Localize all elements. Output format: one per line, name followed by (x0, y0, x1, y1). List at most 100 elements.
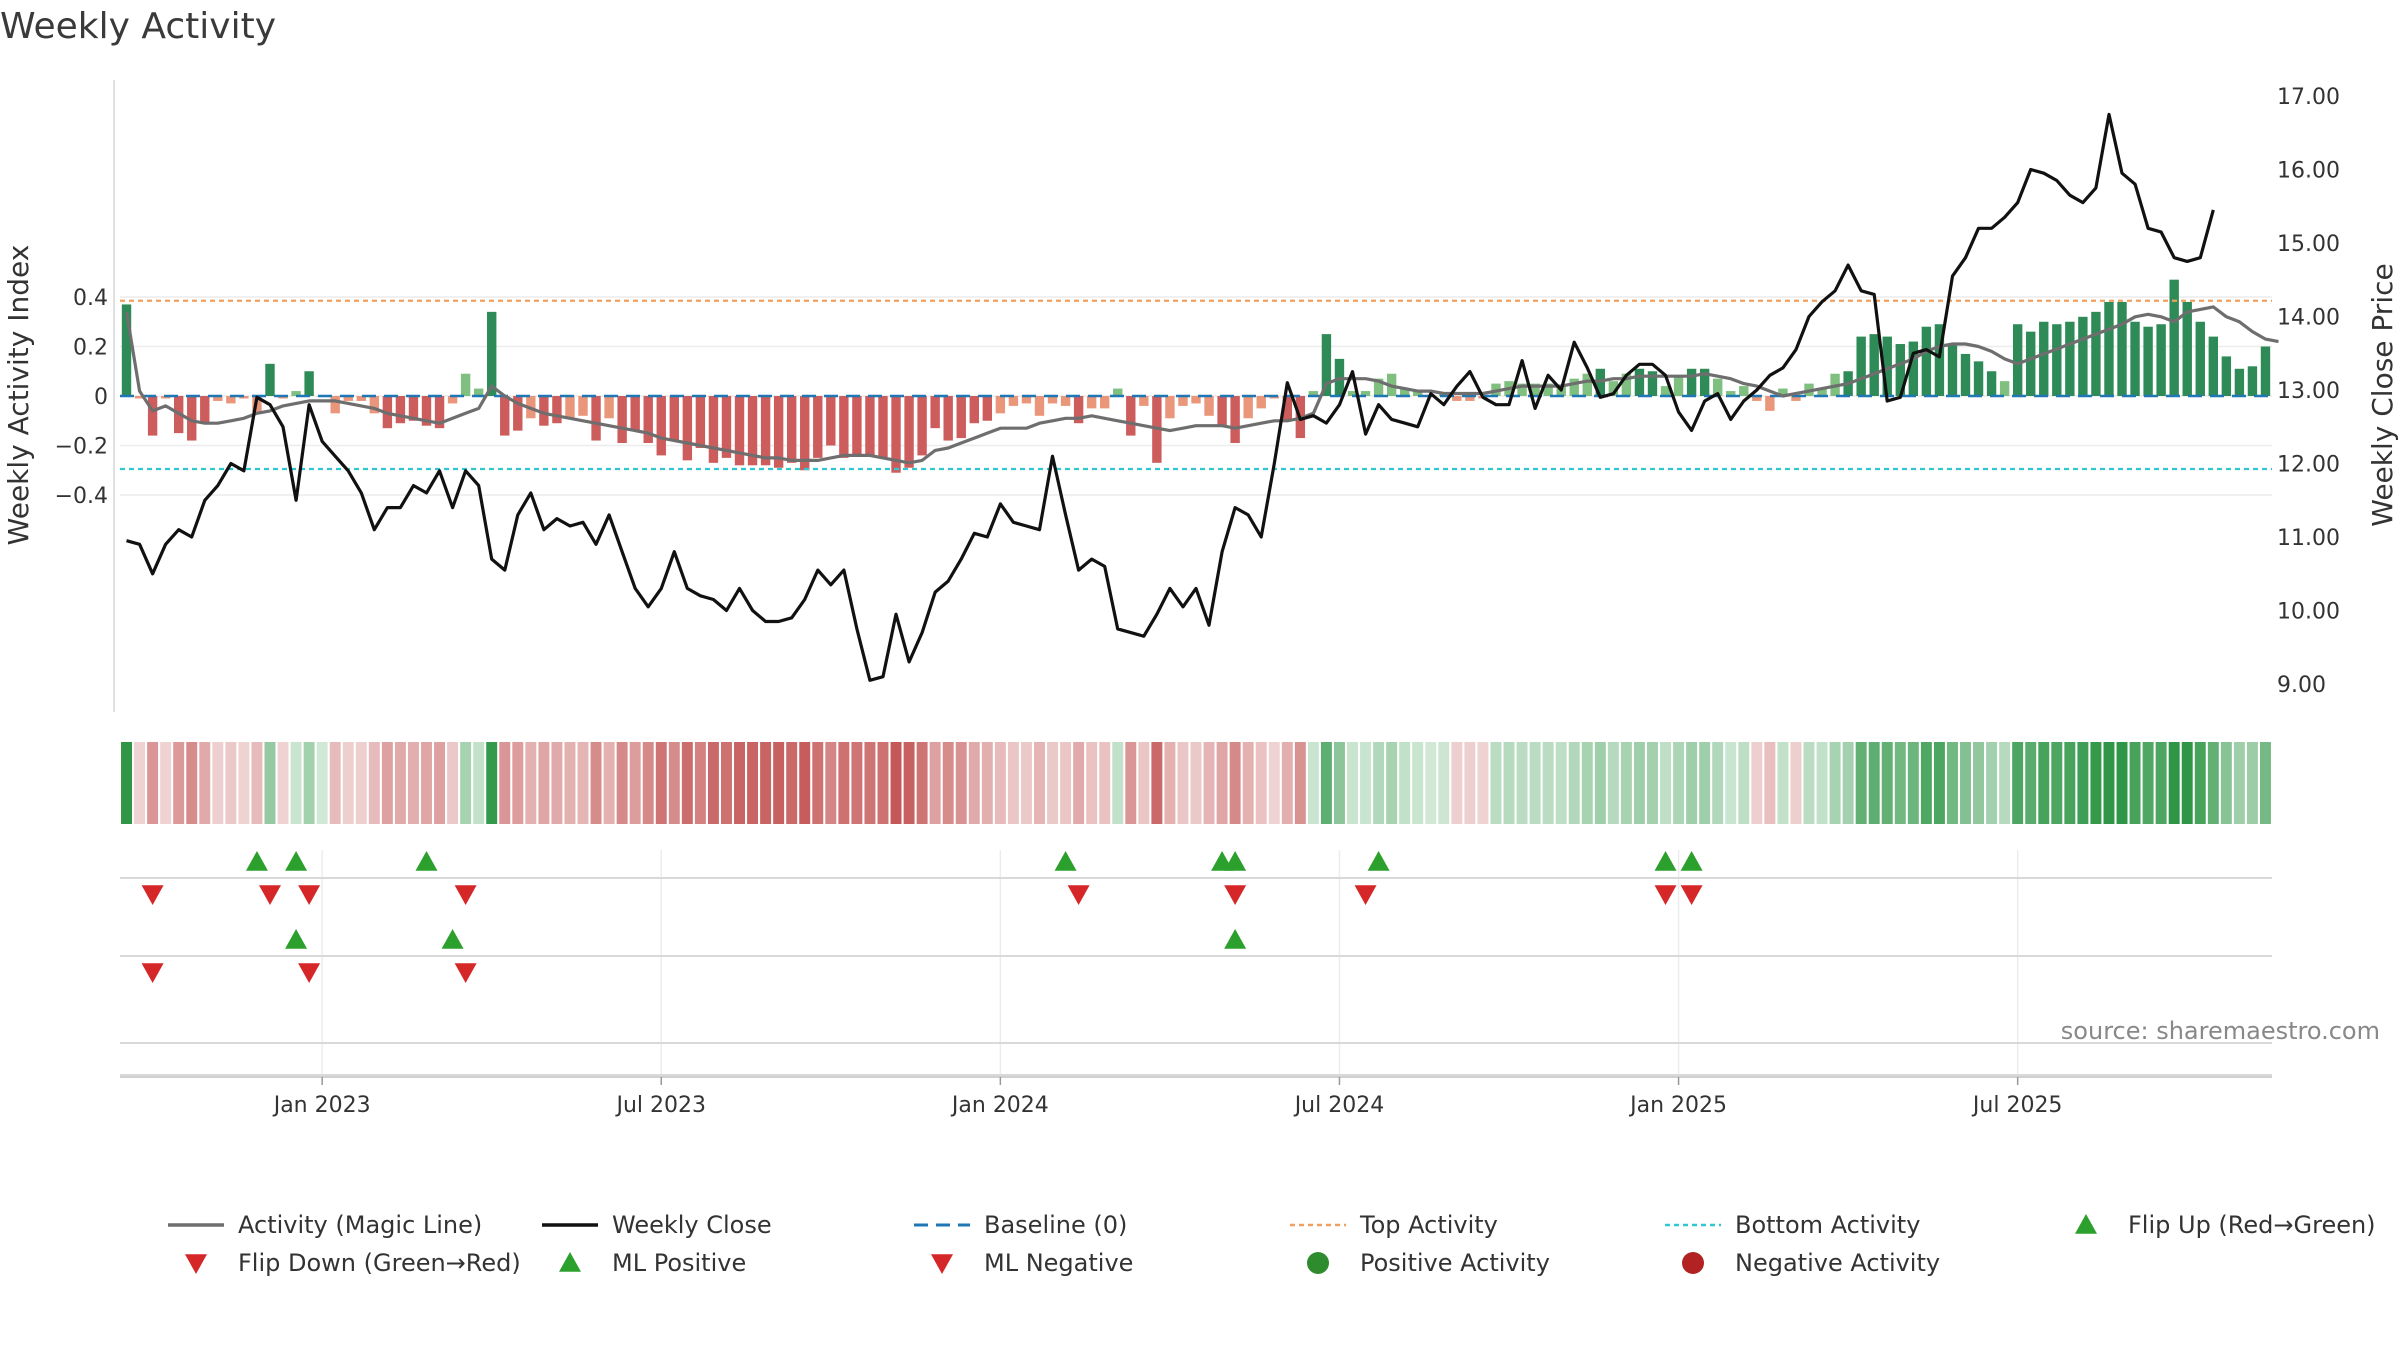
ml-positive-marker (1224, 929, 1247, 949)
activity-bar (760, 396, 771, 466)
heat-cell (2116, 742, 2128, 824)
heat-cell (2012, 742, 2024, 824)
y-right-tick-label: 11.00 (2277, 526, 2340, 551)
heat-cell (838, 742, 850, 824)
heat-cell (760, 742, 772, 824)
activity-bar (1321, 334, 1332, 396)
heat-cell (1438, 742, 1450, 824)
activity-bar (434, 396, 445, 429)
flip-up-marker (1654, 851, 1677, 871)
heat-cell (1764, 742, 1776, 824)
activity-bar (1608, 381, 1619, 396)
flip-up-marker (1680, 851, 1703, 871)
flip-up-marker (285, 851, 308, 871)
activity-bar (1973, 361, 1984, 396)
activity-bar (1543, 383, 1553, 396)
heat-cell (1581, 742, 1593, 824)
activity-bar (721, 396, 732, 458)
activity-bar (1139, 396, 1149, 406)
activity-bar (1960, 353, 1971, 396)
heat-cell (590, 742, 602, 824)
heat-cell (277, 742, 289, 824)
activity-bar (839, 396, 849, 458)
heat-cell (799, 742, 811, 824)
activity-bar (330, 396, 340, 414)
heat-cell (2233, 742, 2245, 824)
heat-cell (316, 742, 328, 824)
flip-up-marker (245, 851, 268, 871)
heat-cell (342, 742, 354, 824)
heat-cell (1686, 742, 1698, 824)
activity-bar (2104, 301, 2114, 396)
activity-bar (578, 396, 588, 416)
heat-cell (2207, 742, 2219, 824)
heat-cell (851, 742, 863, 824)
flip-markers (141, 851, 1703, 983)
activity-bar (800, 396, 810, 471)
heat-cell (1660, 742, 1672, 824)
heat-cell (616, 742, 628, 824)
heat-cell (1060, 742, 1072, 824)
heat-cell (2155, 742, 2167, 824)
activity-bar (734, 396, 745, 466)
activity-bar (2091, 311, 2101, 396)
activity-bar (1100, 396, 1110, 409)
heat-cell (1542, 742, 1554, 824)
heat-cell (642, 742, 654, 824)
heat-cell (1086, 742, 1098, 824)
flip-down-marker (1354, 885, 1377, 905)
activity-bar (2247, 366, 2258, 396)
activity-bar (1791, 396, 1801, 401)
flip-up-marker (415, 851, 438, 871)
ml-negative-marker (454, 963, 477, 983)
activity-bar (656, 396, 666, 456)
heat-cell (1816, 742, 1828, 824)
heat-cell (486, 742, 498, 824)
heat-cell (994, 742, 1006, 824)
activity-bar (1517, 383, 1527, 396)
activity-bar (747, 396, 758, 466)
y-right-tick-label: 15.00 (2277, 232, 2340, 257)
y-left-tick-label: 0.4 (73, 286, 108, 311)
heat-cell (1464, 742, 1476, 824)
activity-bar (1217, 396, 1227, 426)
activity-bar (1230, 396, 1240, 444)
heat-cell (1699, 742, 1711, 824)
activity-bar (682, 396, 693, 461)
activity-bar (1452, 396, 1462, 401)
heat-cell (1242, 742, 1254, 824)
heat-cell (1503, 742, 1515, 824)
activity-bar (500, 396, 510, 436)
activity-bar (1660, 386, 1671, 396)
heat-cell (1007, 742, 1019, 824)
heat-cell (1151, 742, 1163, 824)
heat-cell (1125, 742, 1137, 824)
activity-bar (408, 396, 419, 421)
activity-bar (2052, 324, 2062, 396)
activity-bar (134, 396, 145, 399)
activity-bar (1817, 388, 1827, 396)
heat-cell (1751, 742, 1763, 824)
legend-swatch (2075, 1214, 2097, 1234)
ml-negative-marker (141, 963, 164, 983)
heat-cell (1960, 742, 1971, 824)
heat-cell (1620, 742, 1632, 824)
activity-bar (1726, 391, 1736, 396)
heat-cell (2260, 742, 2271, 824)
legend-label: Bottom Activity (1735, 1211, 1920, 1239)
activity-bar (708, 396, 719, 463)
heat-cell (734, 742, 745, 824)
legend-item-bottom: Bottom Activity (1665, 1211, 1920, 1239)
activity-bar (552, 396, 562, 424)
activity-bar (878, 396, 888, 458)
heat-cell (355, 742, 367, 824)
activity-bar (2026, 331, 2036, 396)
activity-bar (1947, 344, 1958, 396)
heat-cell (1412, 742, 1424, 824)
activity-bar (1008, 396, 1019, 406)
y-right-tick-label: 10.00 (2277, 600, 2340, 625)
activity-bar (1856, 336, 1866, 396)
activity-bar (1686, 368, 1697, 396)
activity-bar (1373, 378, 1384, 396)
heat-cell (1894, 742, 1906, 824)
